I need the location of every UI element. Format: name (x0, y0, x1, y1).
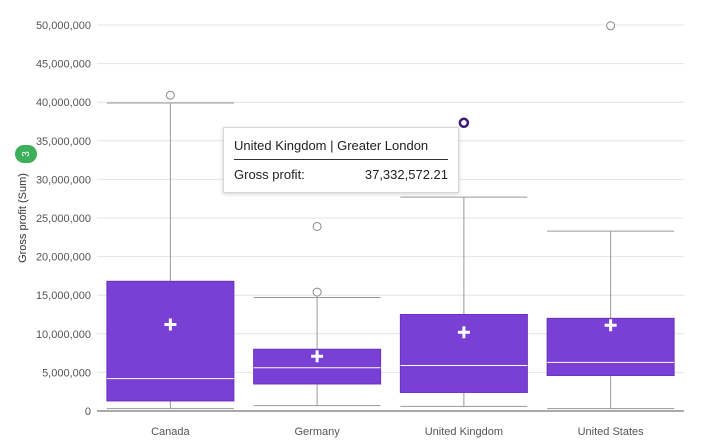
x-axis-tick-labels: Canada Germany United Kingdom United States (151, 426, 644, 438)
tooltip-title: United Kingdom | Greater London (234, 138, 448, 160)
box-iqr[interactable] (253, 348, 382, 385)
mean-marker (457, 326, 470, 339)
tooltip: United Kingdom | Greater London Gross pr… (223, 127, 459, 193)
boxes (106, 21, 675, 410)
box-united-states[interactable] (546, 21, 675, 410)
outlier-point[interactable] (165, 90, 175, 100)
mean-marker (311, 350, 324, 363)
y-axis-title: Gross profit (Sum) (17, 173, 29, 263)
tooltip-label: Gross profit: (234, 167, 305, 182)
x-tick-label: Germany (295, 426, 341, 438)
outlier-point[interactable] (312, 287, 322, 297)
filter-count-label: 3 (20, 151, 32, 157)
y-tick-label: 35,000,000 (36, 136, 91, 148)
y-tick-label: 40,000,000 (36, 97, 91, 109)
y-tick-label: 5,000,000 (42, 367, 91, 379)
x-tick-label: United States (578, 426, 645, 438)
x-tick-label: Canada (151, 426, 190, 438)
outlier-point[interactable] (606, 21, 616, 31)
y-tick-label: 50,000,000 (36, 20, 91, 32)
y-tick-label: 45,000,000 (36, 59, 91, 71)
y-tick-label: 15,000,000 (36, 290, 91, 302)
box-united-kingdom[interactable] (399, 117, 528, 407)
box-canada[interactable] (106, 90, 235, 410)
outlier-point[interactable] (312, 221, 322, 231)
tooltip-row: Gross profit: 37,332,572.21 (234, 160, 448, 182)
box-iqr[interactable] (399, 314, 528, 393)
y-tick-label: 0 (85, 406, 91, 418)
outlier-point[interactable] (458, 117, 470, 129)
y-tick-label: 10,000,000 (36, 329, 91, 341)
y-tick-label: 25,000,000 (36, 213, 91, 225)
box-germany[interactable] (253, 221, 382, 407)
mean-marker (164, 318, 177, 331)
filter-count-badge[interactable]: 3 (15, 145, 37, 163)
tooltip-value: 37,332,572.21 (364, 167, 448, 182)
y-tick-label: 30,000,000 (36, 174, 91, 186)
y-axis-tick-labels: 0 5,000,000 10,000,000 15,000,000 20,000,000… (36, 20, 91, 418)
x-tick-label: United Kingdom (425, 426, 503, 438)
box-iqr[interactable] (106, 280, 235, 402)
mean-marker (604, 319, 617, 332)
y-tick-label: 20,000,000 (36, 252, 91, 264)
